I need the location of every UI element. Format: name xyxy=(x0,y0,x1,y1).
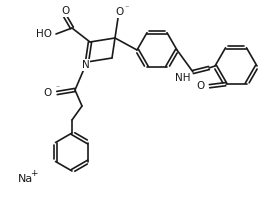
Text: ⁻: ⁻ xyxy=(125,3,129,12)
Text: O: O xyxy=(61,6,69,16)
Text: +: + xyxy=(30,169,38,178)
Text: ⁻: ⁻ xyxy=(56,83,60,92)
Text: Na: Na xyxy=(18,174,33,184)
Text: O: O xyxy=(44,88,52,98)
Text: NH: NH xyxy=(175,73,191,83)
Text: HO: HO xyxy=(36,29,52,39)
Text: O: O xyxy=(116,7,124,17)
Text: O: O xyxy=(196,81,205,91)
Text: N: N xyxy=(82,60,90,70)
